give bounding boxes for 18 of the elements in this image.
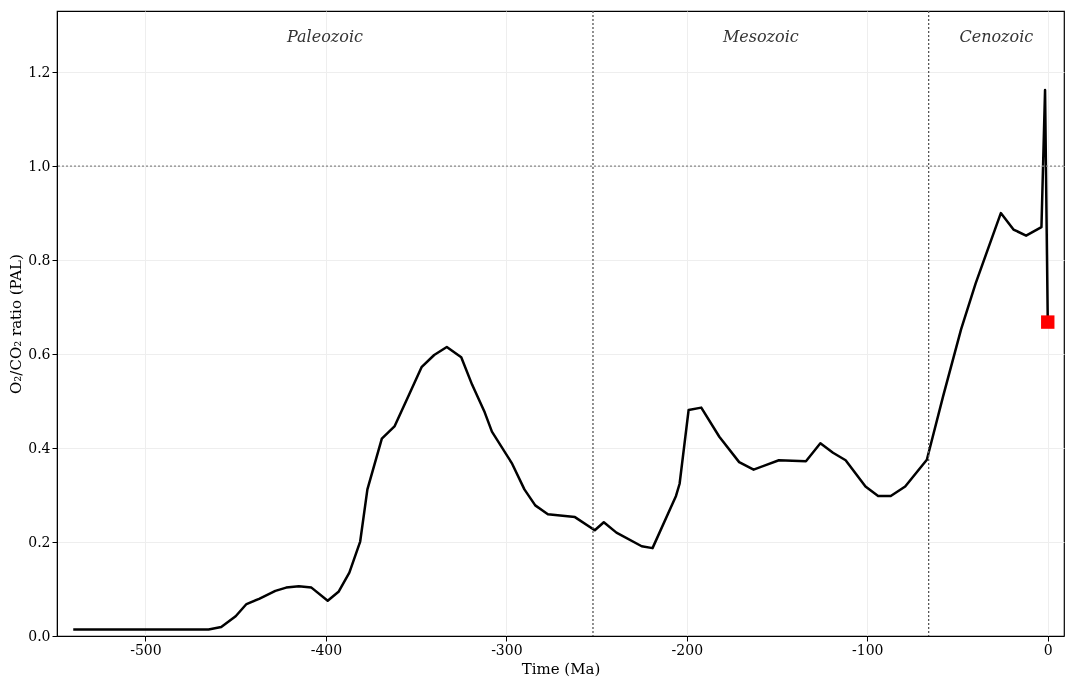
x-tick-label: -300 xyxy=(491,641,523,658)
x-tick-label: 0 xyxy=(1043,641,1053,658)
x-tick-label: -200 xyxy=(671,641,704,658)
y-tick-label: 0.0 xyxy=(28,627,51,644)
y-tick-label: 1.2 xyxy=(28,63,51,80)
x-tick-label: -100 xyxy=(852,641,884,658)
y-tick-label: 0.8 xyxy=(28,251,51,268)
x-axis-title: Time (Ma) xyxy=(521,659,601,678)
y-tick-label: 0.4 xyxy=(28,439,51,456)
y-tick-label: 0.2 xyxy=(28,533,51,550)
y-tick-label: 1.0 xyxy=(28,157,51,174)
annotation: Paleozoic xyxy=(286,27,363,46)
y-tick-label: 0.6 xyxy=(28,345,51,362)
x-tick-label: -500 xyxy=(130,641,162,658)
x-tick-label: -400 xyxy=(310,641,343,658)
y-axis-title: O₂/CO₂ ratio (PAL) xyxy=(7,254,26,394)
annotation: Mesozoic xyxy=(721,27,799,46)
annotation: Cenozoic xyxy=(959,27,1034,46)
